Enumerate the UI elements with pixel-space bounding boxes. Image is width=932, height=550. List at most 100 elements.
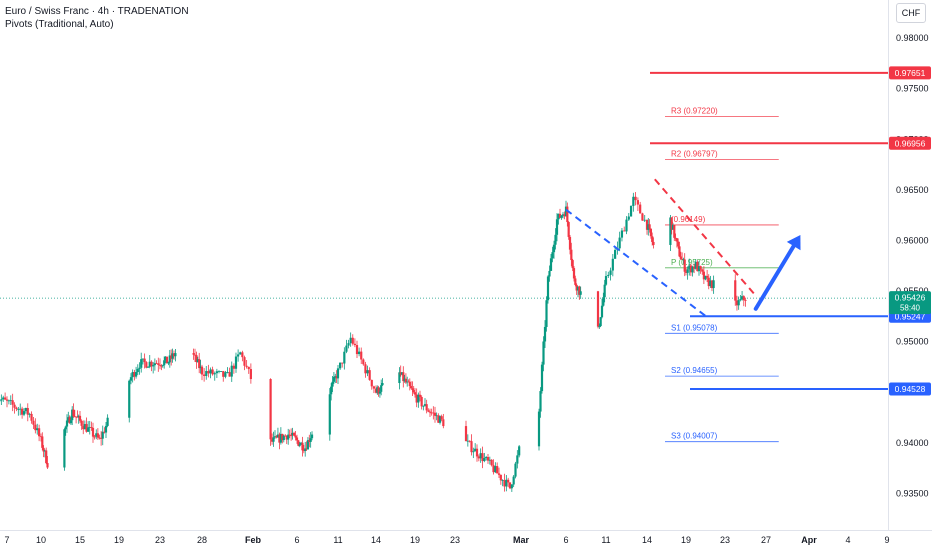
candle-body	[198, 359, 201, 369]
candle-body	[269, 379, 272, 440]
level-tag-text-3: 0.95247	[895, 311, 926, 321]
candle-body	[481, 453, 484, 462]
current-price-tag	[889, 291, 931, 315]
candle-body	[432, 412, 435, 414]
candle-body	[232, 365, 235, 369]
time-axis[interactable]: 7 10 15 19 23 28 Feb 6 11 14 19 23 Mar 6 11 14 19 23 27 Apr…	[0, 530, 932, 546]
candle-body	[22, 411, 26, 415]
y-tick-label: 0.93500	[896, 489, 929, 499]
candle-body	[275, 436, 278, 438]
candle-body	[440, 416, 443, 420]
candle-body	[537, 411, 541, 447]
candle-body	[64, 426, 67, 430]
x-tick-label: 14	[371, 535, 381, 545]
candle-body	[165, 356, 169, 364]
candle-body	[422, 405, 425, 407]
price-axis[interactable]: 0.935000.940000.945000.950000.955000.960…	[888, 0, 932, 550]
y-tick-label: 0.95000	[896, 337, 929, 347]
projection-arrow-head[interactable]	[786, 234, 801, 251]
candle-body	[131, 371, 134, 378]
candle-body	[485, 457, 488, 459]
trendlines[interactable]	[565, 178, 757, 317]
candle-body	[292, 432, 296, 436]
candle-body	[91, 427, 95, 437]
candle-body	[575, 284, 578, 291]
candle-body	[36, 428, 39, 431]
candle-body	[688, 265, 691, 270]
candle-body	[4, 397, 7, 400]
horizontal-levels[interactable]	[650, 71, 888, 390]
candle-body	[376, 387, 379, 393]
candle-body	[704, 275, 707, 280]
x-tick-label: 4	[845, 535, 850, 545]
candle-body	[406, 381, 409, 383]
candle-body	[399, 372, 402, 375]
candle-body	[641, 213, 644, 221]
candle-body	[499, 474, 502, 481]
candle-body	[488, 459, 491, 461]
y-tick-label: 0.97500	[896, 84, 929, 94]
candle-body	[740, 296, 744, 300]
candle-body	[294, 435, 297, 438]
x-tick-label: 9	[884, 535, 889, 545]
candle-body	[290, 435, 293, 437]
candle-body	[287, 434, 290, 440]
candle-body	[146, 366, 150, 368]
y-tick-label: 0.98000	[896, 33, 929, 43]
candle-body	[497, 473, 501, 475]
y-tick-label: 0.94000	[896, 438, 929, 448]
candle-body	[281, 433, 284, 441]
projection-arrow-shaft[interactable]	[753, 244, 796, 311]
candle-body	[417, 394, 420, 403]
candle-body	[203, 374, 206, 376]
candle-body	[75, 416, 78, 418]
candle-body	[45, 450, 48, 464]
candle-body	[174, 353, 177, 357]
candle-body	[623, 230, 626, 232]
candle-body	[571, 260, 574, 269]
candle-body	[30, 413, 33, 421]
candle-body	[693, 266, 696, 269]
current-price-text: 0.95426	[895, 293, 926, 303]
x-tick-label: 19	[681, 535, 691, 545]
candle-body	[155, 363, 158, 365]
candle-body	[63, 429, 66, 468]
candle-body	[600, 305, 604, 318]
support-trendline[interactable]	[565, 208, 707, 317]
candle-body	[72, 409, 75, 417]
candle-body	[402, 372, 405, 382]
candle-body	[691, 266, 694, 273]
candle-body	[501, 480, 504, 481]
candle-body	[411, 388, 414, 391]
projection-arrow[interactable]	[753, 234, 801, 311]
candle-body	[418, 394, 422, 397]
candle-body	[349, 337, 352, 344]
candle-body	[205, 371, 208, 376]
candle-body	[574, 278, 577, 285]
pivot-label-s2: S2 (0.94655)	[671, 366, 718, 375]
candle-body	[284, 435, 287, 437]
candle-body	[639, 204, 642, 214]
candle-body	[157, 363, 160, 365]
candle-body	[477, 456, 480, 459]
resistance-trendline[interactable]	[654, 178, 757, 297]
candle-body	[475, 448, 479, 457]
candle-body	[199, 366, 202, 369]
indicator-legend[interactable]: Pivots (Traditional, Auto)	[5, 19, 114, 30]
currency-button[interactable]: CHF	[896, 3, 926, 23]
candle-body	[19, 408, 22, 410]
candle-body	[673, 225, 676, 238]
candle-body	[310, 434, 314, 439]
candle-body	[73, 416, 76, 418]
candle-body	[28, 413, 31, 415]
candle-body	[710, 280, 714, 289]
candle-body	[220, 371, 223, 372]
candle-body	[686, 269, 689, 273]
candle-body	[133, 371, 136, 377]
candle-body	[368, 370, 371, 380]
candle-body	[696, 261, 699, 272]
candle-body	[38, 428, 41, 437]
candle-body	[330, 386, 333, 395]
